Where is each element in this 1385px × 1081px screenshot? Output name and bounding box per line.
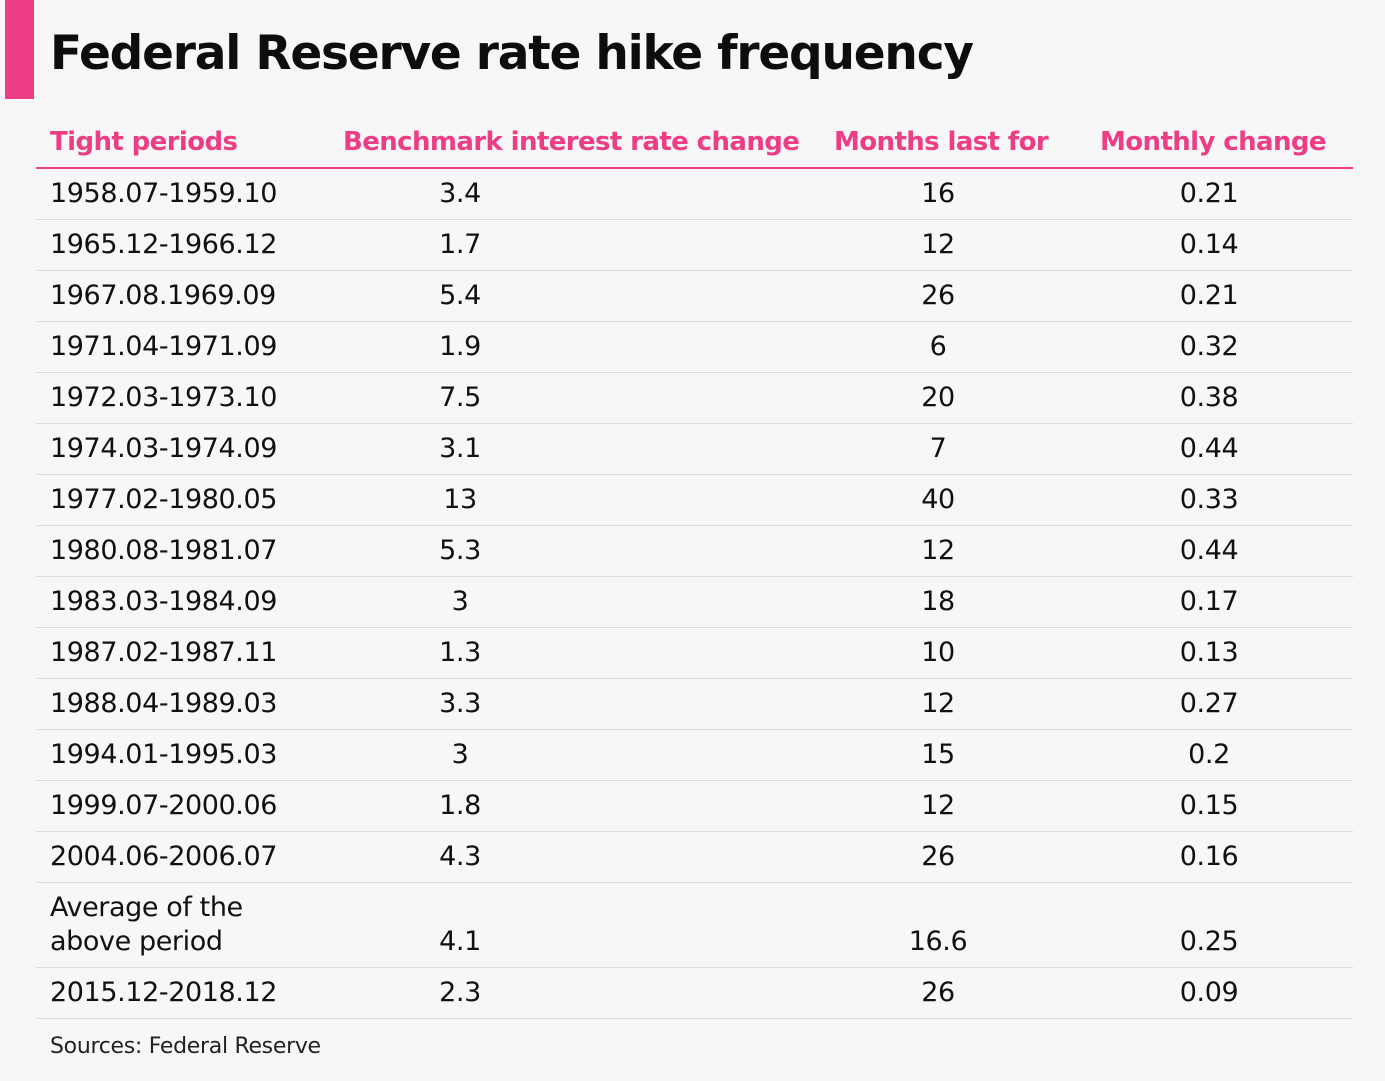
cell-monthly-change: 0.14 (1179, 229, 1239, 260)
column-header-monthly-change: Monthly change (1100, 127, 1327, 157)
cell-monthly-change: 0.33 (1179, 484, 1239, 515)
table-row: 1965.12-1966.12 1.7 12 0.14 (36, 220, 1353, 271)
table-row: 1977.02-1980.05 13 40 0.33 (36, 475, 1353, 526)
cell-monthly-change: 0.32 (1179, 331, 1239, 362)
cell-monthly-change: 0.16 (1179, 841, 1239, 872)
cell-rate-change: 1.8 (439, 790, 481, 821)
cell-period: 2004.06-2006.07 (50, 841, 278, 872)
cell-months: 18 (921, 586, 955, 617)
cell-monthly-change: 0.21 (1179, 280, 1239, 311)
chart-title: Federal Reserve rate hike frequency (50, 26, 974, 81)
cell-rate-change: 4.1 (439, 926, 481, 957)
cell-period: 1971.04-1971.09 (50, 331, 278, 362)
table-row: 2004.06-2006.07 4.3 26 0.16 (36, 832, 1353, 883)
accent-bar (5, 0, 34, 99)
cell-period: 1983.03-1984.09 (50, 586, 278, 617)
cell-months: 12 (921, 790, 955, 821)
table-body: 1958.07-1959.10 3.4 16 0.21 1965.12-1966.12 1… (36, 169, 1353, 1019)
cell-rate-change: 5.4 (439, 280, 481, 311)
cell-rate-change: 1.3 (439, 637, 481, 668)
table-row: 1983.03-1984.09 3 18 0.17 (36, 577, 1353, 628)
cell-rate-change: 3 (451, 739, 469, 770)
table-row: 1974.03-1974.09 3.1 7 0.44 (36, 424, 1353, 475)
data-table: Tight periods Benchmark interest rate ch… (36, 118, 1353, 1019)
cell-monthly-change: 0.25 (1179, 926, 1239, 957)
cell-rate-change: 1.9 (439, 331, 481, 362)
cell-period: 1999.07-2000.06 (50, 790, 278, 821)
cell-months: 40 (921, 484, 955, 515)
cell-monthly-change: 0.17 (1179, 586, 1239, 617)
cell-months: 7 (929, 433, 947, 464)
cell-months: 26 (921, 977, 955, 1008)
table-row: 1999.07-2000.06 1.8 12 0.15 (36, 781, 1353, 832)
column-header-months-last-for: Months last for (834, 127, 1049, 157)
cell-period: 1974.03-1974.09 (50, 433, 278, 464)
table-row: 1994.01-1995.03 3 15 0.2 (36, 730, 1353, 781)
cell-period: 1994.01-1995.03 (50, 739, 278, 770)
table-row: 1972.03-1973.10 7.5 20 0.38 (36, 373, 1353, 424)
table-row: 1988.04-1989.03 3.3 12 0.27 (36, 679, 1353, 730)
cell-period: 1980.08-1981.07 (50, 535, 278, 566)
cell-period: 1972.03-1973.10 (50, 382, 278, 413)
cell-months: 15 (921, 739, 955, 770)
table-row: 2015.12-2018.12 2.3 26 0.09 (36, 968, 1353, 1019)
table-row: Average of the above period 4.1 16.6 0.25 (36, 883, 1353, 968)
column-header-tight-periods: Tight periods (50, 127, 238, 157)
table-header-row: Tight periods Benchmark interest rate ch… (36, 118, 1353, 169)
cell-rate-change: 4.3 (439, 841, 481, 872)
cell-period: 2015.12-2018.12 (50, 977, 278, 1008)
cell-rate-change: 2.3 (439, 977, 481, 1008)
cell-period: 1965.12-1966.12 (50, 229, 278, 260)
cell-rate-change: 3.1 (439, 433, 481, 464)
cell-period: 1967.08.1969.09 (50, 280, 276, 311)
table-row: 1980.08-1981.07 5.3 12 0.44 (36, 526, 1353, 577)
table-row: 1958.07-1959.10 3.4 16 0.21 (36, 169, 1353, 220)
cell-rate-change: 3 (451, 586, 469, 617)
cell-rate-change: 5.3 (439, 535, 481, 566)
cell-monthly-change: 0.09 (1179, 977, 1239, 1008)
cell-months: 6 (929, 331, 947, 362)
cell-period: 1958.07-1959.10 (50, 178, 278, 209)
cell-monthly-change: 0.44 (1179, 433, 1239, 464)
cell-months: 26 (921, 280, 955, 311)
table-row: 1987.02-1987.11 1.3 10 0.13 (36, 628, 1353, 679)
table-row: 1967.08.1969.09 5.4 26 0.21 (36, 271, 1353, 322)
cell-monthly-change: 0.38 (1179, 382, 1239, 413)
cell-monthly-change: 0.15 (1179, 790, 1239, 821)
cell-months: 10 (921, 637, 955, 668)
cell-period: 1977.02-1980.05 (50, 484, 278, 515)
cell-monthly-change: 0.2 (1188, 739, 1230, 770)
cell-rate-change: 3.4 (439, 178, 481, 209)
cell-rate-change: 1.7 (439, 229, 481, 260)
cell-monthly-change: 0.44 (1179, 535, 1239, 566)
cell-months: 20 (921, 382, 955, 413)
cell-rate-change: 3.3 (439, 688, 481, 719)
cell-monthly-change: 0.21 (1179, 178, 1239, 209)
cell-months: 26 (921, 841, 955, 872)
table-row: 1971.04-1971.09 1.9 6 0.32 (36, 322, 1353, 373)
cell-months: 12 (921, 688, 955, 719)
cell-rate-change: 13 (443, 484, 477, 515)
cell-months: 16 (921, 178, 955, 209)
column-header-benchmark-rate-change: Benchmark interest rate change (343, 127, 800, 157)
source-note: Sources: Federal Reserve (50, 1034, 321, 1059)
cell-rate-change: 7.5 (439, 382, 481, 413)
cell-period: Average of the above period (50, 892, 243, 957)
cell-months: 16.6 (908, 926, 968, 957)
cell-period: 1988.04-1989.03 (50, 688, 278, 719)
cell-monthly-change: 0.13 (1179, 637, 1239, 668)
cell-period: 1987.02-1987.11 (50, 637, 278, 668)
cell-monthly-change: 0.27 (1179, 688, 1239, 719)
cell-months: 12 (921, 229, 955, 260)
cell-months: 12 (921, 535, 955, 566)
